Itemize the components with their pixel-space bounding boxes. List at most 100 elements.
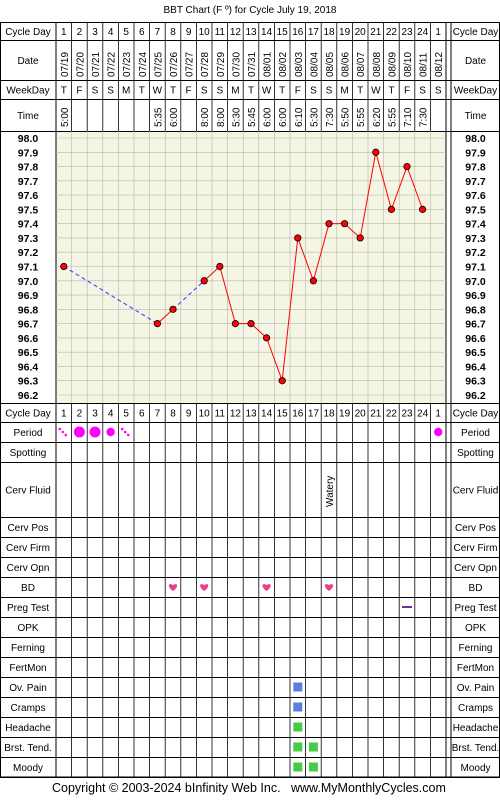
temperature-line: [219, 266, 236, 324]
temperature-point[interactable]: [325, 220, 333, 228]
time-label: 8:00: [200, 107, 211, 127]
footer-site-link[interactable]: www.MyMonthlyCycles.com: [290, 781, 446, 795]
temperature-point[interactable]: [418, 205, 427, 213]
temperature-point[interactable]: [262, 334, 271, 342]
row-label-left-cerv-pos: Cerv Pos: [7, 523, 48, 534]
date-label: 07/20: [75, 52, 86, 77]
temperature-line: [297, 237, 314, 281]
moody-marker: [293, 762, 303, 772]
y-tick-label-left: 97.9: [18, 147, 39, 159]
y-tick-label-left: 96.6: [18, 333, 39, 345]
row-label-right-cramps: Cramps: [458, 703, 493, 714]
row-label-left-cerv-firm: Cerv Firm: [6, 543, 50, 554]
time-label: 7:30: [325, 107, 336, 127]
cycle-day-number: 24: [417, 27, 429, 38]
temperature-point[interactable]: [60, 262, 68, 271]
cycle-day-number: 4: [108, 409, 114, 420]
row-label-left-ov-pain: Ov. Pain: [9, 683, 47, 694]
period-spotting-icon: [58, 427, 68, 437]
weekday-label: F: [76, 86, 82, 97]
y-tick-label-right: 97.8: [465, 162, 486, 174]
date-label: 08/12: [434, 52, 445, 77]
weekday-label: S: [92, 86, 99, 97]
temperature-point[interactable]: [387, 205, 395, 213]
cycle-day-number: 1: [61, 27, 67, 38]
date-label: 07/27: [185, 52, 196, 77]
temperature-line: [359, 152, 377, 239]
y-tick-label-right: 97.7: [465, 176, 486, 188]
date-label: 08/10: [403, 52, 414, 77]
temperature-line: [281, 237, 299, 381]
temperature-point[interactable]: [294, 234, 302, 242]
y-tick-label-right: 97.5: [465, 204, 486, 216]
y-tick-label-left: 97.7: [18, 176, 39, 188]
row-label-left-date: Date: [17, 56, 39, 67]
y-tick-label-left: 97.3: [18, 233, 39, 245]
temperature-point[interactable]: [372, 148, 380, 156]
date-label: 07/23: [122, 52, 133, 77]
cycle-day-number: 1: [435, 27, 441, 38]
bd-heart-icon: [168, 584, 178, 591]
period-medium-icon: [434, 427, 443, 437]
row-label-left-period: Period: [14, 428, 43, 439]
row-label-left-weekday: WeekDay: [6, 86, 49, 97]
date-label: 08/08: [372, 52, 383, 77]
y-tick-label-left: 96.7: [18, 319, 39, 331]
date-label: 07/26: [169, 52, 180, 77]
time-label: 5:30: [309, 107, 320, 127]
time-label: 5:55: [356, 107, 367, 127]
row-label-left-cramps: Cramps: [10, 703, 45, 714]
temperature-point[interactable]: [247, 320, 255, 328]
cycle-day-number: 12: [230, 409, 242, 420]
temperature-point[interactable]: [309, 277, 317, 285]
cycle-day-number: 16: [292, 409, 304, 420]
row-label-right-date: Date: [465, 56, 487, 67]
y-tick-label-right: 96.6: [465, 333, 486, 345]
temperature-point[interactable]: [356, 234, 364, 242]
y-tick-label-left: 96.2: [18, 390, 39, 402]
cycle-day-number: 1: [435, 409, 441, 420]
headache-marker: [293, 722, 303, 732]
cycle-day-number: 17: [308, 409, 320, 420]
y-tick-label-right: 97.1: [465, 262, 486, 274]
y-tick-label-right: 97.3: [465, 233, 486, 245]
cycle-day-number: 9: [186, 409, 192, 420]
temperature-point[interactable]: [403, 162, 411, 171]
row-label-left-brst-tend: Brst. Tend.: [4, 743, 52, 754]
temperature-point[interactable]: [216, 262, 224, 271]
y-tick-label-right: 96.9: [465, 290, 486, 302]
date-label: 07/31: [247, 52, 258, 77]
date-label: 08/06: [341, 52, 352, 77]
temperature-point[interactable]: [169, 305, 177, 313]
row-label-right-spotting: Spotting: [457, 448, 494, 459]
period-dot: [123, 430, 127, 434]
temperature-line: [406, 166, 424, 210]
cycle-day-number: 8: [170, 27, 176, 38]
cycle-day-number: 1: [61, 409, 67, 420]
period-dot: [126, 433, 130, 437]
temperature-point[interactable]: [231, 320, 239, 328]
y-tick-label-left: 96.3: [18, 376, 39, 388]
temperature-gap-line: [63, 266, 158, 325]
row-label-right-opk: OPK: [465, 623, 486, 634]
weekday-label: M: [122, 86, 130, 97]
weekday-label: S: [201, 86, 208, 97]
row-label-left-fertmon: FertMon: [9, 663, 46, 674]
temperature-point[interactable]: [200, 277, 208, 285]
temperature-point[interactable]: [153, 320, 161, 328]
temperature-line: [266, 337, 283, 381]
temperature-point[interactable]: [340, 220, 349, 228]
date-label: 07/28: [200, 52, 211, 77]
cycle-day-number: 7: [155, 27, 161, 38]
cycle-day-number: 23: [401, 27, 413, 38]
row-label-right-period: Period: [461, 428, 490, 439]
time-label: 5:30: [231, 107, 242, 127]
period-medium-icon: [106, 427, 115, 437]
time-label: 5:50: [341, 107, 352, 127]
chart-title: BBT Chart (F º) for Cycle July 19, 2018: [164, 5, 337, 16]
cycle-day-number: 2: [77, 409, 83, 420]
time-label: 5:45: [247, 107, 258, 127]
y-tick-label-right: 96.3: [465, 376, 486, 388]
temperature-point[interactable]: [278, 377, 286, 385]
date-label: 08/01: [263, 52, 274, 77]
